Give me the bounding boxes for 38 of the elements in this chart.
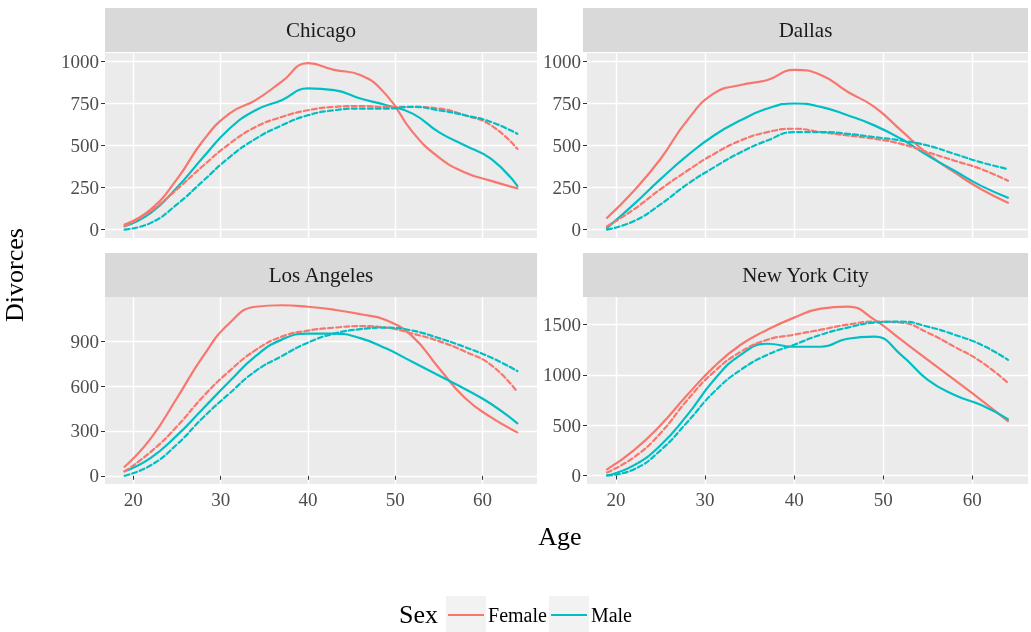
- y-tick-label: 750: [70, 93, 99, 115]
- y-tick-label: 0: [89, 465, 99, 487]
- y-axis-title: Divorces: [0, 227, 30, 324]
- y-tick-label: 500: [552, 135, 581, 157]
- y-tick-label: 1000: [543, 51, 581, 72]
- chart-title: Dallas: [583, 8, 1028, 52]
- y-tick-label: 250: [70, 177, 99, 199]
- x-tick-label: 30: [695, 489, 715, 510]
- x-tick-label: 30: [211, 489, 231, 510]
- x-tick-label: 50: [873, 489, 893, 510]
- y-tick-label: 600: [70, 375, 99, 397]
- chart-title: New York City: [583, 253, 1028, 297]
- y-tick-label: 1000: [61, 51, 99, 72]
- x-tick-label: 60: [962, 489, 982, 510]
- x-tick-label: 20: [123, 489, 143, 510]
- x-axis-title: Age: [537, 522, 583, 552]
- chart-title: Los Angeles: [105, 253, 537, 297]
- legend-label: Male: [590, 603, 632, 627]
- x-tick-label: 50: [385, 489, 405, 510]
- y-tick-label: 1500: [543, 314, 581, 336]
- line-series: [123, 304, 519, 468]
- x-tick-label: 40: [784, 489, 804, 510]
- legend-title: Sex: [399, 600, 439, 630]
- y-tick-label: 250: [552, 177, 581, 199]
- legend-label: Female: [488, 603, 547, 627]
- y-tick-label: 0: [89, 219, 99, 241]
- y-tick-label: 300: [70, 420, 99, 442]
- chart-title: Chicago: [105, 8, 537, 52]
- x-tick-label: 20: [606, 489, 626, 510]
- y-tick-label: 500: [552, 414, 581, 436]
- y-tick-label: 750: [552, 93, 581, 115]
- y-tick-label: 500: [70, 135, 99, 157]
- y-tick-label: 1000: [543, 364, 581, 386]
- y-tick-label: 900: [70, 330, 99, 352]
- x-tick-label: 60: [472, 489, 492, 510]
- y-tick-label: 0: [571, 464, 581, 486]
- x-tick-label: 40: [298, 489, 318, 510]
- y-tick-label: 0: [571, 219, 581, 241]
